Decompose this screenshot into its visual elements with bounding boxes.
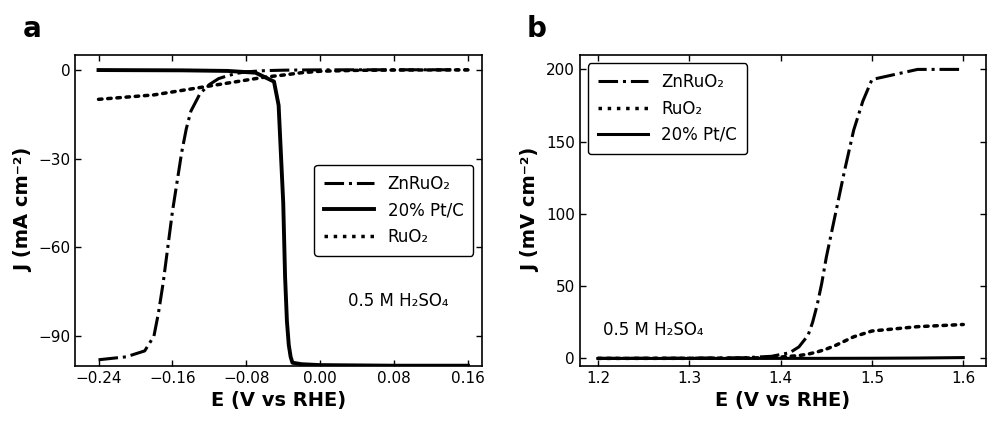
Legend: ZnRuO₂, 20% Pt/C, RuO₂: ZnRuO₂, 20% Pt/C, RuO₂ [314, 165, 473, 256]
Text: 0.5 M H₂SO₄: 0.5 M H₂SO₄ [603, 321, 703, 338]
Text: 0.5 M H₂SO₄: 0.5 M H₂SO₄ [348, 292, 448, 310]
Text: b: b [527, 14, 547, 42]
X-axis label: E (V vs RHE): E (V vs RHE) [211, 391, 346, 410]
Y-axis label: J (mV cm⁻²): J (mV cm⁻²) [521, 148, 540, 273]
Text: a: a [23, 14, 41, 42]
Y-axis label: J (mA cm⁻²): J (mA cm⁻²) [14, 148, 33, 273]
X-axis label: E (V vs RHE): E (V vs RHE) [715, 391, 850, 410]
Legend: ZnRuO₂, RuO₂, 20% Pt/C: ZnRuO₂, RuO₂, 20% Pt/C [588, 63, 747, 154]
